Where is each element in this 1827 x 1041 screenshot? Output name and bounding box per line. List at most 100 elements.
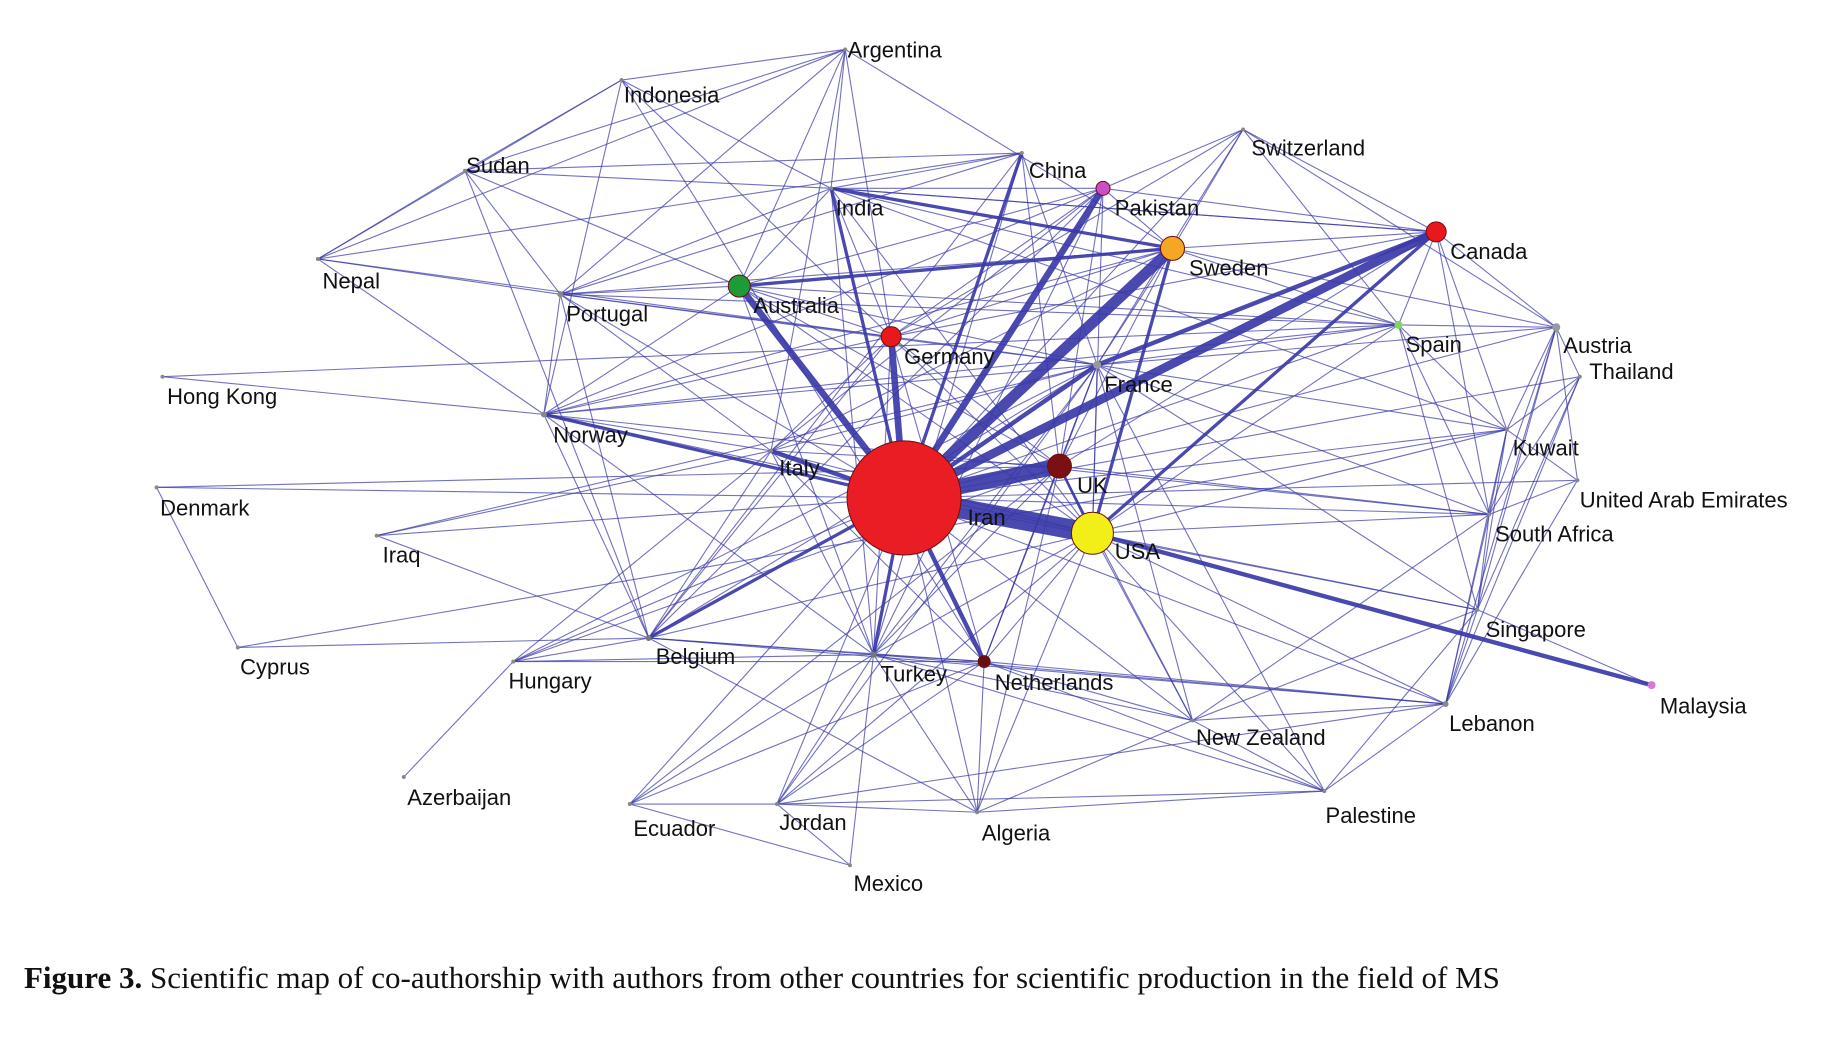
node-pakistan — [1095, 180, 1111, 196]
node-sudan — [462, 168, 467, 173]
edge-south-africa-norway — [543, 413, 1490, 515]
edge-australia-spain — [739, 285, 1399, 326]
edge-canada-france — [1094, 229, 1439, 368]
edge-iran-sweden — [898, 242, 1178, 504]
node-cyprus — [235, 645, 240, 650]
edge-germany-uk — [890, 336, 1060, 467]
edge-belgium-cyprus — [237, 637, 649, 649]
node-canada — [1425, 221, 1447, 243]
edge-sweden-pakistan — [1102, 187, 1173, 249]
label-usa: USA — [1115, 539, 1161, 564]
edge-algeria-belgium — [648, 637, 978, 813]
label-hungary: Hungary — [509, 669, 592, 694]
edge-uk-new-zealand — [1058, 465, 1193, 721]
edge-iran-hungary — [513, 497, 905, 663]
edge-nepal-germany — [317, 258, 892, 338]
edge-usa-kuwait — [1092, 429, 1507, 534]
label-thailand: Thailand — [1589, 359, 1673, 384]
edge-switzerland-germany — [890, 129, 1244, 338]
edge-france-netherlands — [983, 364, 1098, 662]
edge-hungary-italy — [512, 450, 772, 663]
node-ecuador — [627, 802, 632, 807]
label-uae: United Arab Emirates — [1580, 487, 1788, 512]
node-iran — [846, 440, 962, 556]
node-uae — [1575, 478, 1580, 483]
edge-india-turkey — [830, 188, 875, 655]
edge-norway-portugal — [543, 294, 561, 415]
edge-canada-austria — [1435, 231, 1557, 328]
edge-nepal-china — [317, 152, 1022, 260]
label-pakistan: Pakistan — [1115, 195, 1199, 220]
label-france: France — [1104, 372, 1172, 397]
edge-canada-germany — [891, 231, 1437, 338]
edge-spain-france — [1097, 324, 1399, 366]
label-portugal: Portugal — [566, 301, 648, 326]
edge-switzerland-austria — [1242, 129, 1557, 328]
edge-ecuador-netherlands — [629, 661, 985, 805]
label-jordan: Jordan — [779, 810, 846, 835]
edge-indonesia-netherlands — [621, 79, 985, 662]
edge-belgium-italy — [648, 450, 772, 639]
node-switzerland — [1241, 127, 1246, 132]
edge-jordan-turkey — [776, 654, 874, 805]
edge-hungary-azerbaijan — [403, 661, 514, 778]
edge-iran-iraq — [376, 497, 905, 537]
label-malaysia: Malaysia — [1660, 693, 1748, 718]
edge-jordan-france — [776, 364, 1098, 805]
label-algeria: Algeria — [982, 821, 1051, 846]
label-netherlands: Netherlands — [995, 670, 1114, 695]
node-nepal — [315, 256, 320, 261]
edge-india-spain — [830, 187, 1399, 326]
edge-palestine-turkey — [873, 653, 1325, 792]
edge-hong-kong-norway — [162, 376, 544, 415]
edge-china-portugal — [560, 152, 1022, 295]
node-south-africa — [1487, 512, 1492, 517]
edge-norway-italy — [543, 413, 772, 452]
label-australia: Australia — [753, 293, 839, 318]
edge-argentina-germany — [844, 49, 892, 337]
label-belgium: Belgium — [656, 644, 735, 669]
edge-austria-uae — [1555, 327, 1578, 481]
edge-pakistan-norway — [543, 187, 1104, 415]
edge-palestine-algeria — [977, 790, 1325, 813]
label-canada: Canada — [1450, 239, 1528, 264]
edge-iran-switzerland — [903, 129, 1244, 499]
edge-iraq-belgium — [376, 535, 649, 639]
edge-ecuador-turkey — [629, 654, 874, 805]
label-new-zealand: New Zealand — [1196, 725, 1326, 750]
edge-new-zealand-france — [1096, 364, 1194, 721]
edge-iran-denmark — [156, 486, 905, 499]
node-turkey — [870, 651, 877, 658]
edge-sweden-norway — [543, 247, 1173, 415]
edge-germany-italy — [770, 336, 892, 452]
edge-sweden-spain — [1172, 247, 1399, 326]
label-sudan: Sudan — [466, 153, 530, 178]
label-germany: Germany — [904, 344, 994, 369]
edge-sudan-china — [464, 152, 1022, 172]
edge-usa-netherlands — [983, 532, 1093, 662]
edge-spain-kuwait — [1398, 324, 1508, 431]
edge-pakistan-australia — [739, 187, 1104, 287]
edge-argentina-india — [830, 49, 846, 189]
node-malaysia — [1647, 681, 1656, 690]
edge-algeria-turkey — [873, 654, 978, 813]
edge-south-africa-lebanon — [1445, 514, 1490, 705]
label-iraq: Iraq — [383, 543, 421, 568]
edge-portugal-italy — [560, 293, 772, 452]
edge-pakistan-switzerland — [1102, 128, 1244, 189]
edge-australia-uk — [739, 285, 1060, 467]
node-india — [829, 186, 834, 191]
node-hungary — [511, 659, 516, 664]
edge-austria-south-africa — [1488, 327, 1557, 515]
edge-germany-norway — [543, 336, 892, 415]
edge-iran-kuwait — [904, 429, 1507, 499]
edge-australia-germany — [739, 285, 892, 338]
edge-singapore-malaysia — [1477, 609, 1652, 686]
edge-iraq-italy — [376, 450, 772, 537]
figure-number: Figure 3. — [24, 960, 143, 995]
edge-algeria-netherlands — [976, 661, 985, 813]
edge-pakistan-uk — [1058, 188, 1104, 467]
node-italy — [769, 448, 774, 453]
edge-usa-south-africa — [1092, 513, 1490, 534]
edge-italy-france — [770, 364, 1098, 452]
